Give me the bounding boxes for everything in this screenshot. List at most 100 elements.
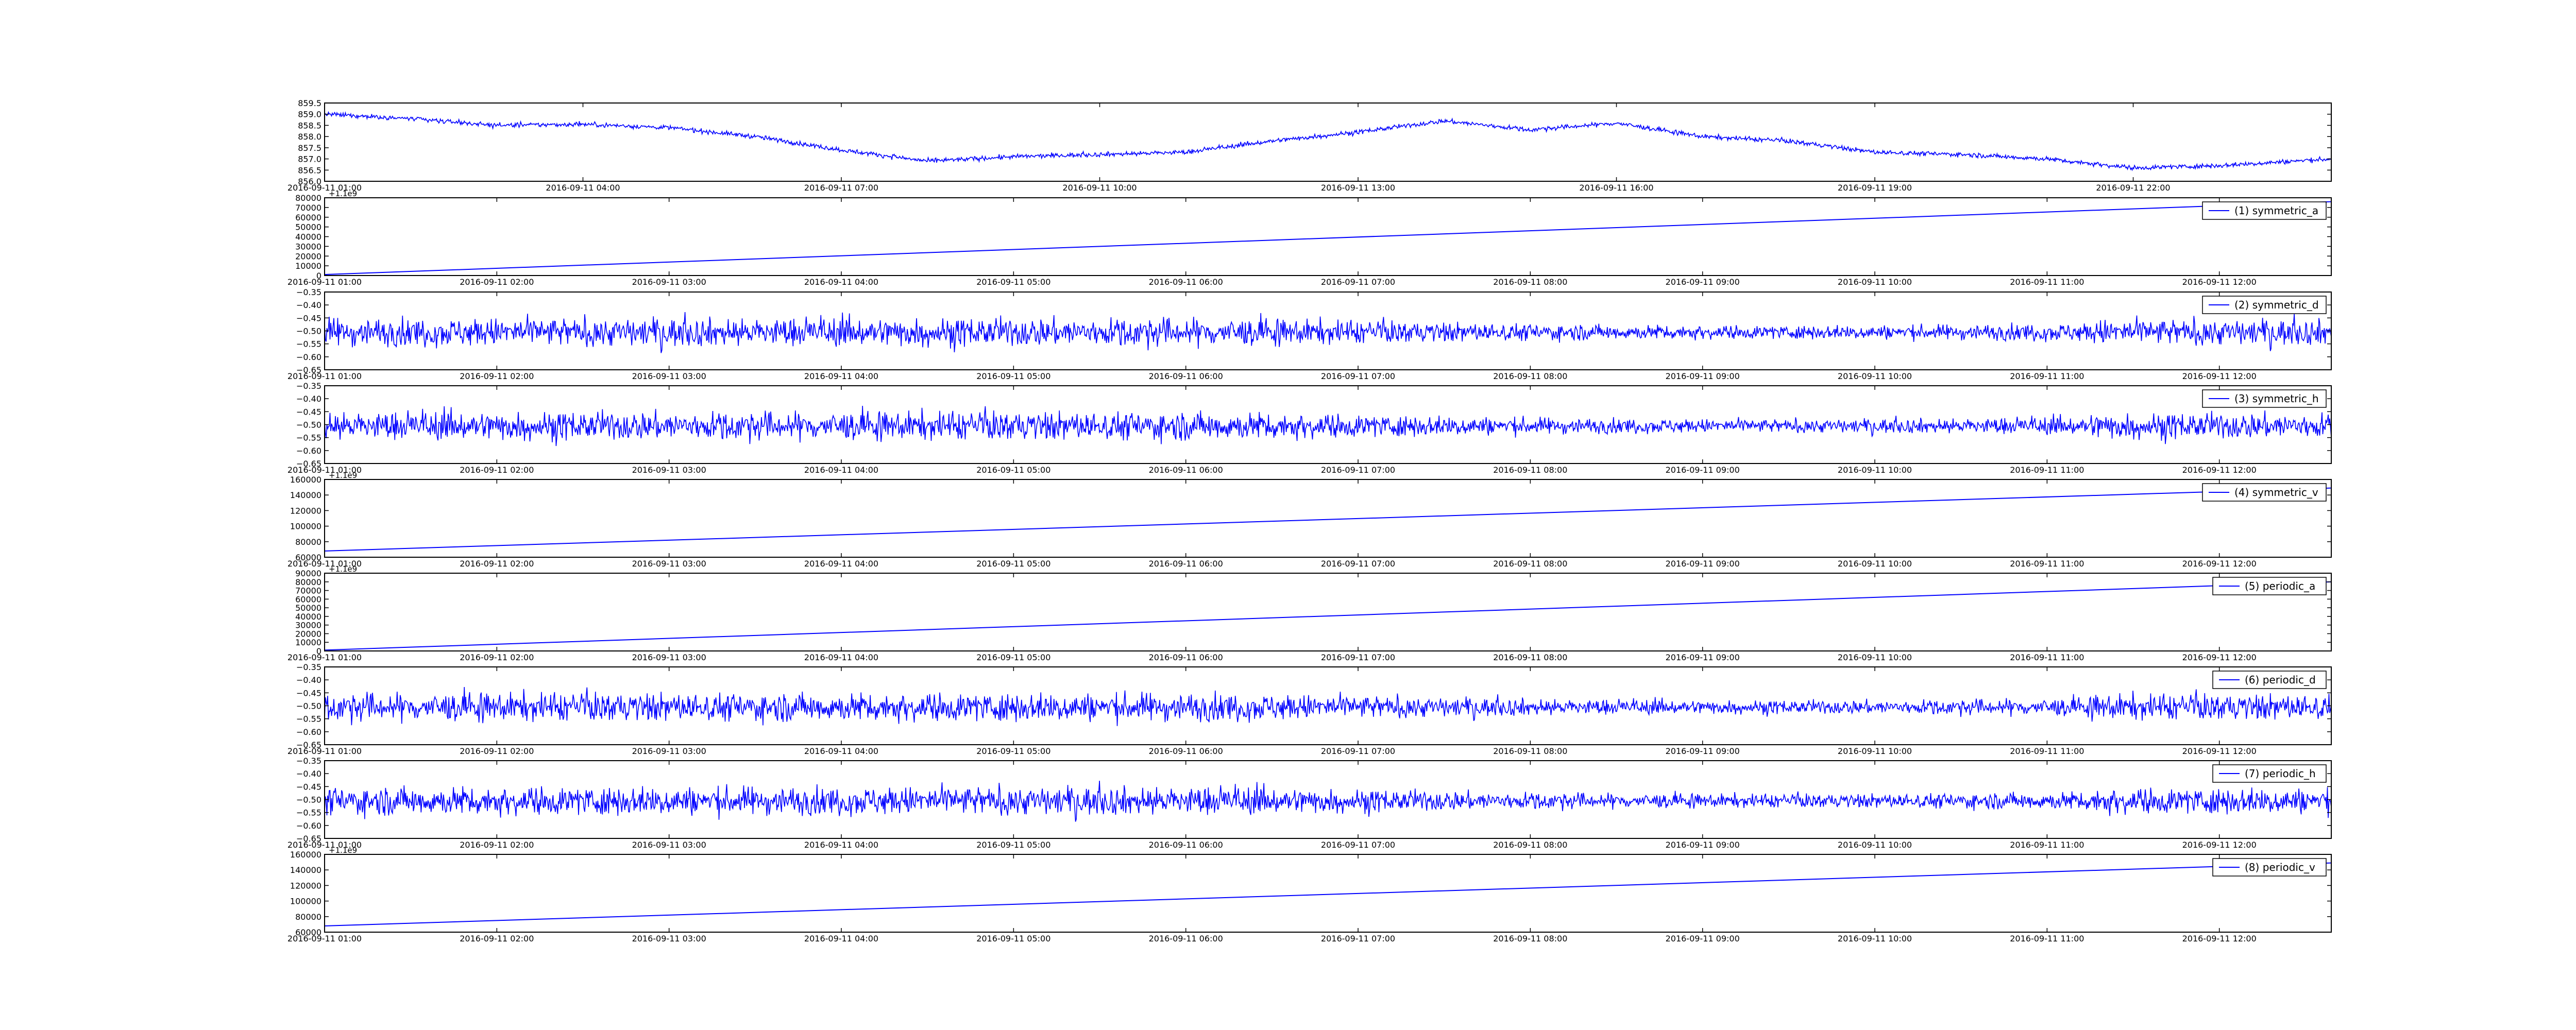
x-tick-label: 2016-09-11 10:00 [1838, 277, 1912, 287]
y-tick-label: 30000 [295, 621, 321, 630]
y-tick-label: −0.55 [296, 339, 321, 349]
x-tick-label: 2016-09-11 06:00 [1149, 465, 1223, 475]
x-tick-label: 2016-09-11 08:00 [1493, 653, 1567, 662]
y-tick-label: −0.65 [296, 740, 321, 750]
x-tick-label: 2016-09-11 04:00 [804, 277, 878, 287]
y-tick-label: −0.35 [296, 381, 321, 391]
y-tick-label: 80000 [295, 193, 321, 203]
x-tick-label: 2016-09-11 10:00 [1838, 746, 1912, 756]
x-tick-label: 2016-09-11 06:00 [1149, 371, 1223, 381]
y-tick-label: 30000 [295, 242, 321, 251]
x-tick-label: 2016-09-11 08:00 [1493, 465, 1567, 475]
series-line-s6 [325, 686, 2331, 726]
y-tick-label: 70000 [295, 203, 321, 213]
x-tick-label: 2016-09-11 03:00 [632, 277, 706, 287]
y-tick-label: 80000 [295, 537, 321, 547]
x-tick-label: 2016-09-11 12:00 [2182, 746, 2257, 756]
y-tick-label: 50000 [295, 222, 321, 232]
x-tick-label: 2016-09-11 08:00 [1493, 559, 1567, 569]
y-tick-label: 70000 [295, 586, 321, 596]
y-tick-label: −0.60 [296, 446, 321, 456]
y-tick-label: 120000 [290, 881, 321, 890]
x-tick-label: 2016-09-11 05:00 [976, 934, 1050, 943]
x-tick-label: 2016-09-11 11:00 [2010, 371, 2084, 381]
y-tick-label: 856.5 [298, 165, 321, 175]
x-tick-label: 2016-09-11 09:00 [1666, 277, 1740, 287]
x-tick-label: 2016-09-11 11:00 [2010, 559, 2084, 569]
x-tick-label: 2016-09-11 07:00 [1321, 559, 1395, 569]
x-tick-label: 2016-09-11 10:00 [1838, 465, 1912, 475]
x-tick-label: 2016-09-11 05:00 [976, 277, 1050, 287]
y-tick-label: 858.0 [298, 132, 321, 142]
x-tick-label: 2016-09-11 06:00 [1149, 840, 1223, 850]
x-tick-label: 2016-09-11 12:00 [2182, 653, 2257, 662]
x-tick-label: 2016-09-11 01:00 [287, 183, 362, 193]
legend-label: (2) symmetric_d [2234, 299, 2319, 311]
x-tick-label: 2016-09-11 12:00 [2182, 277, 2257, 287]
x-tick-label: 2016-09-11 07:00 [1321, 371, 1395, 381]
y-tick-label: 90000 [295, 569, 321, 578]
x-tick-label: 2016-09-11 06:00 [1149, 746, 1223, 756]
x-tick-label: 2016-09-11 08:00 [1493, 840, 1567, 850]
x-tick-label: 2016-09-11 09:00 [1666, 653, 1740, 662]
panel-s8: 60000 80000 100000 120000 140000 160000 2016-0… [287, 846, 2332, 943]
y-tick-label: 60000 [295, 928, 321, 937]
x-tick-label: 2016-09-11 02:00 [460, 277, 534, 287]
y-tick-label: −0.40 [296, 769, 321, 779]
x-tick-label: 2016-09-11 11:00 [2010, 746, 2084, 756]
x-tick-label: 2016-09-11 05:00 [976, 559, 1050, 569]
axis-offset-label: +1.1e9 [329, 564, 357, 574]
y-tick-label: −0.45 [296, 782, 321, 792]
axis-offset-label: +1.1e9 [329, 471, 357, 480]
x-tick-label: 2016-09-11 11:00 [2010, 465, 2084, 475]
x-tick-label: 2016-09-11 05:00 [976, 465, 1050, 475]
x-tick-label: 2016-09-11 04:00 [804, 371, 878, 381]
y-tick-label: −0.50 [296, 327, 321, 336]
panel-s4: 60000 80000 100000 120000 140000 160000 2016-0… [287, 471, 2332, 569]
x-tick-label: 2016-09-11 05:00 [976, 840, 1050, 850]
x-tick-label: 2016-09-11 09:00 [1666, 559, 1740, 569]
y-tick-label: 10000 [295, 261, 321, 271]
x-tick-label: 2016-09-11 12:00 [2182, 559, 2257, 569]
x-tick-label: 2016-09-11 09:00 [1666, 934, 1740, 943]
x-tick-label: 2016-09-11 07:00 [1321, 465, 1395, 475]
x-tick-label: 2016-09-11 11:00 [2010, 840, 2084, 850]
axes-frame [324, 854, 2332, 933]
legend-label: (1) symmetric_a [2234, 204, 2318, 217]
x-tick-label: 2016-09-11 09:00 [1666, 746, 1740, 756]
y-tick-label: 80000 [295, 912, 321, 922]
x-tick-label: 2016-09-11 07:00 [1321, 934, 1395, 943]
x-tick-label: 2016-09-11 09:00 [1666, 840, 1740, 850]
y-tick-label: 0 [316, 646, 321, 656]
y-tick-label: 20000 [295, 251, 321, 261]
x-tick-label: 2016-09-11 10:00 [1838, 559, 1912, 569]
y-tick-label: 60000 [295, 553, 321, 562]
axis-offset-label: +1.1e9 [329, 189, 357, 198]
x-tick-label: 2016-09-11 13:00 [1321, 183, 1395, 193]
y-tick-label: −0.50 [296, 420, 321, 430]
x-tick-label: 2016-09-11 01:00 [287, 840, 362, 850]
x-tick-label: 2016-09-11 11:00 [2010, 934, 2084, 943]
series-line-s3 [325, 405, 2331, 447]
x-tick-label: 2016-09-11 03:00 [632, 653, 706, 662]
x-tick-label: 2016-09-11 07:00 [1321, 653, 1395, 662]
x-tick-label: 2016-09-11 01:00 [287, 465, 362, 475]
y-tick-label: 140000 [290, 490, 321, 500]
x-tick-label: 2016-09-11 16:00 [1579, 183, 1653, 193]
x-tick-label: 2016-09-11 06:00 [1149, 277, 1223, 287]
y-tick-label: −0.35 [296, 662, 321, 672]
y-tick-label: 100000 [290, 522, 321, 531]
x-tick-label: 2016-09-11 11:00 [2010, 277, 2084, 287]
y-tick-label: 80000 [295, 577, 321, 587]
x-tick-label: 2016-09-11 12:00 [2182, 465, 2257, 475]
x-tick-label: 2016-09-11 06:00 [1149, 653, 1223, 662]
y-tick-label: 40000 [295, 612, 321, 622]
y-tick-label: −0.35 [296, 287, 321, 297]
x-tick-label: 2016-09-11 12:00 [2182, 840, 2257, 850]
y-tick-label: −0.45 [296, 313, 321, 323]
axes-frame [324, 102, 2332, 182]
x-tick-label: 2016-09-11 07:00 [804, 183, 878, 193]
x-tick-label: 2016-09-11 05:00 [976, 746, 1050, 756]
